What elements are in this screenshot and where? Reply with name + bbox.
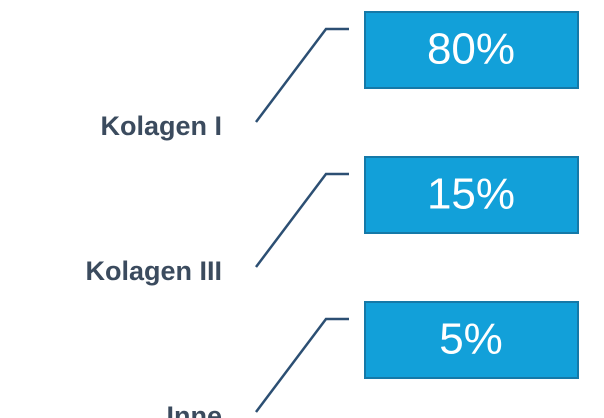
value-box [364, 11, 579, 89]
value-text: 5% [439, 315, 503, 364]
item-label: Kolagen I [100, 111, 222, 141]
value-box [364, 156, 579, 234]
value-box [364, 301, 579, 379]
value-text: 15% [427, 170, 515, 219]
connector [255, 27, 349, 123]
item-label: Kolagen III [85, 256, 222, 286]
value-text: 80% [427, 25, 515, 74]
item-label: Inne [166, 401, 222, 418]
connector [255, 172, 349, 268]
connector [255, 317, 349, 413]
